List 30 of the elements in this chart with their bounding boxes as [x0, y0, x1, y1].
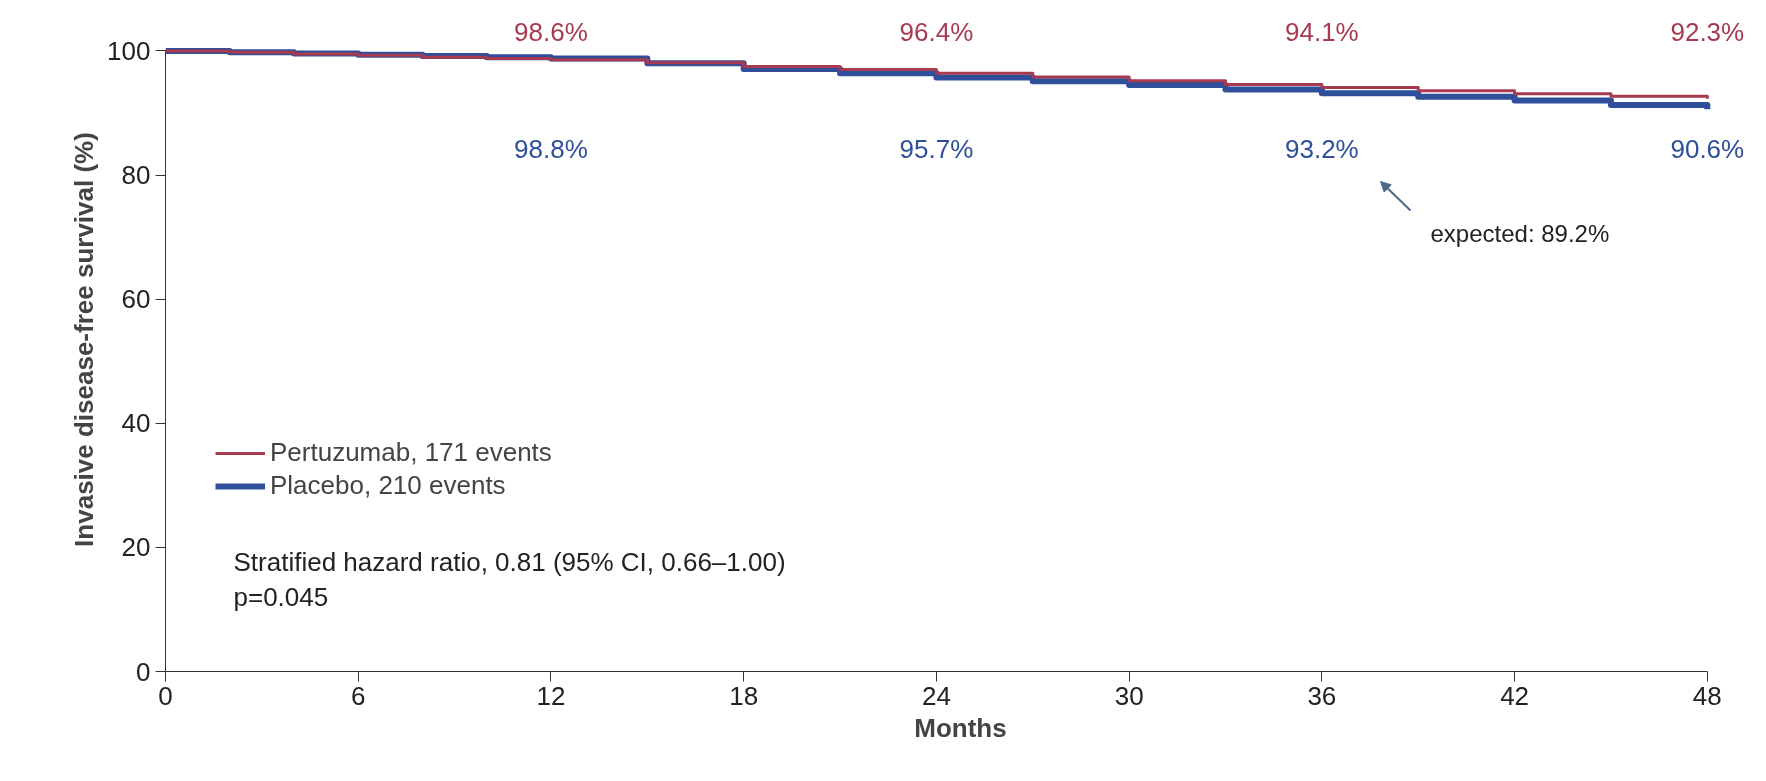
y-tick-label: 80 — [121, 160, 151, 191]
annotation: expected: 89.2% — [1430, 219, 1610, 247]
annotation: Stratified hazard ratio, 0.81 (95% CI, 0.66–1.00) — [233, 546, 786, 577]
x-tick-label: 48 — [1692, 680, 1722, 711]
data-label: 98.8% — [514, 133, 588, 164]
data-label: 90.6% — [1670, 133, 1745, 164]
data-label: 96.4% — [899, 16, 974, 47]
x-tick-label: 18 — [729, 680, 759, 711]
data-label: 93.2% — [1285, 133, 1359, 164]
x-tick-label: 30 — [1114, 680, 1144, 711]
legend-label: Placebo, 210 events — [270, 470, 506, 501]
x-axis-title: Months — [914, 712, 1007, 743]
x-tick-label: 6 — [351, 680, 366, 711]
y-tick-label: 20 — [121, 532, 151, 563]
legend-label: Pertuzumab, 171 events — [270, 437, 552, 468]
x-tick-label: 36 — [1307, 680, 1337, 711]
data-label: 95.7% — [899, 133, 974, 164]
y-axis-title: Invasive disease-free survival (%) — [69, 132, 100, 547]
data-label: 94.1% — [1285, 16, 1359, 47]
y-tick-label: 60 — [121, 284, 151, 315]
y-tick-label: 0 — [136, 656, 151, 687]
y-tick-label: 40 — [121, 408, 151, 439]
x-tick-label: 12 — [536, 680, 566, 711]
annotation: p=0.045 — [233, 581, 329, 612]
x-tick-label: 0 — [158, 680, 173, 711]
x-tick-label: 42 — [1500, 680, 1530, 711]
data-label: 92.3% — [1670, 16, 1745, 47]
y-tick-label: 100 — [107, 35, 151, 66]
data-label: 98.6% — [514, 16, 588, 47]
x-tick-label: 24 — [921, 680, 951, 711]
